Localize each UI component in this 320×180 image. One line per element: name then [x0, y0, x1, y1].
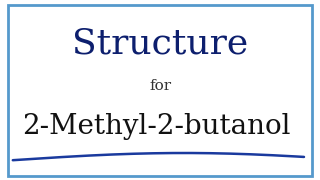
Text: 2-Methyl-2-butanol: 2-Methyl-2-butanol: [22, 112, 291, 140]
Text: Structure: Structure: [72, 26, 248, 60]
Text: for: for: [149, 79, 171, 93]
